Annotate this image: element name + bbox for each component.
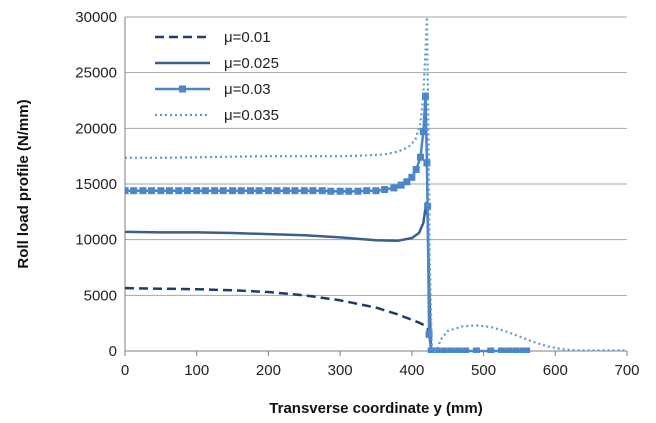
series-marker — [447, 347, 455, 353]
x-tick-label: 600 — [543, 362, 568, 379]
series-marker — [421, 92, 429, 100]
series-marker — [498, 347, 505, 353]
series-marker — [372, 187, 380, 195]
series-marker — [318, 187, 326, 195]
series-marker — [354, 187, 362, 195]
y-tick-label: 10000 — [75, 232, 117, 249]
y-axis-label: Roll load profile (N/mm) — [15, 99, 32, 268]
series-line — [125, 286, 433, 352]
series-marker — [523, 347, 531, 353]
x-axis-label: Transverse coordinate y (mm) — [269, 400, 482, 417]
series-line — [125, 94, 527, 353]
series-marker — [519, 347, 527, 353]
x-tick-label: 100 — [184, 362, 209, 379]
series-marker — [125, 187, 129, 195]
series-marker — [139, 187, 147, 195]
series-marker — [300, 187, 308, 195]
series-marker — [397, 181, 405, 189]
legend-label: μ=0.025 — [224, 55, 279, 72]
series-marker — [462, 347, 470, 353]
series-marker — [412, 166, 420, 174]
series-marker — [247, 187, 254, 195]
series-marker — [416, 153, 424, 161]
y-tick-label: 30000 — [75, 9, 117, 26]
x-tick-label: 300 — [328, 362, 353, 379]
legend: μ=0.01 μ=0.025 μ=0.03 μ=0.035 — [155, 29, 279, 124]
y-tick-label: 20000 — [75, 120, 117, 137]
series-marker — [419, 128, 427, 136]
x-tick-label: 200 — [256, 362, 281, 379]
series-layer — [125, 15, 627, 353]
series-marker — [454, 347, 462, 353]
series-marker — [201, 187, 209, 195]
series-marker — [363, 187, 371, 195]
x-tick-label: 500 — [471, 362, 496, 379]
series-marker — [229, 187, 237, 195]
axis-layer: 0 5000 10000 15000 20000 25000 30000 0 100 200 300… — [75, 9, 639, 379]
legend-marker — [179, 85, 186, 93]
series-marker — [219, 187, 227, 195]
series-marker — [345, 187, 353, 195]
series-marker — [487, 347, 495, 353]
y-tick-label: 0 — [109, 343, 117, 360]
legend-label: μ=0.01 — [224, 29, 271, 46]
series-marker — [148, 187, 156, 195]
series-marker — [211, 187, 219, 195]
series-marker — [183, 187, 191, 195]
series-line — [125, 201, 433, 352]
series-marker — [309, 187, 317, 195]
legend-label: μ=0.03 — [224, 81, 271, 98]
series-marker — [425, 330, 433, 338]
series-marker — [165, 187, 173, 195]
series-marker — [424, 202, 432, 210]
x-tick-label: 700 — [614, 362, 639, 379]
series-marker — [193, 187, 201, 195]
series-marker — [264, 187, 272, 195]
y-tick-label: 15000 — [75, 176, 117, 193]
series-marker — [282, 187, 290, 195]
series-line — [125, 15, 627, 353]
series-marker — [130, 187, 138, 195]
series-marker — [175, 187, 183, 195]
series-marker — [390, 184, 398, 192]
series-marker — [440, 347, 448, 353]
x-tick-label: 400 — [399, 362, 424, 379]
series-marker — [237, 187, 245, 195]
series-marker — [423, 159, 431, 167]
series-marker — [472, 347, 480, 353]
series-marker — [157, 187, 165, 195]
series-marker — [433, 347, 441, 353]
legend-label: μ=0.035 — [224, 107, 279, 124]
series-marker — [336, 187, 344, 195]
series-marker — [273, 187, 281, 195]
series-marker — [381, 186, 389, 194]
series-marker — [327, 187, 335, 195]
y-tick-label: 25000 — [75, 65, 117, 82]
grid-layer — [125, 16, 627, 296]
series-marker — [512, 347, 520, 353]
series-marker — [505, 347, 513, 353]
series-marker — [403, 178, 411, 186]
series-marker — [291, 187, 299, 195]
series-marker — [408, 173, 416, 181]
y-tick-label: 5000 — [84, 287, 117, 304]
series-marker — [255, 187, 263, 195]
x-tick-label: 0 — [121, 362, 129, 379]
